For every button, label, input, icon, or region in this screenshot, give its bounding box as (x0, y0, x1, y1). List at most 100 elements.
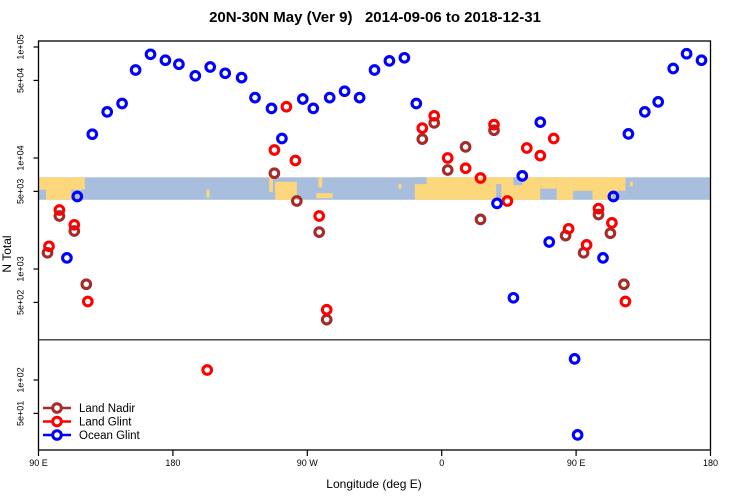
land-glint-point (520, 142, 533, 154)
ocean-glint-point (568, 353, 581, 365)
ocean-glint-point (410, 97, 423, 110)
land-glint-point (547, 132, 560, 145)
land-glint-point (320, 303, 333, 316)
y-tick-label: 5e+04 (15, 68, 25, 93)
ocean-glint-point (307, 102, 320, 115)
ocean-glint-point (144, 48, 157, 61)
land-nadir-point (416, 133, 429, 145)
ocean-glint-point (219, 67, 232, 80)
ocean-glint-point (338, 85, 351, 98)
land-glint-point (474, 172, 487, 184)
map-water-overlay (513, 177, 523, 186)
ocean-glint-point (383, 55, 396, 67)
land-glint-point (313, 210, 326, 222)
ocean-glint-point (368, 64, 381, 76)
land-glint-point (441, 152, 454, 164)
map-land-segment (38, 177, 85, 190)
x-tick-label: 90 E (29, 458, 48, 468)
land-nadir-point (68, 225, 81, 237)
ocean-glint-point (571, 429, 584, 441)
land-glint-point (416, 122, 429, 134)
map-land-segment (629, 181, 633, 187)
ocean-glint-point (638, 106, 651, 118)
ocean-glint-point (543, 236, 556, 248)
land-nadir-point (53, 210, 66, 222)
y-axis-label: N Total (0, 235, 14, 273)
land-glint-point (268, 144, 281, 156)
ocean-glint-point (353, 91, 366, 104)
map-land-segment (573, 177, 593, 191)
land-glint-point (289, 154, 302, 167)
land-nadir-point (313, 226, 326, 238)
land-nadir-point (604, 227, 617, 240)
ocean-glint-point (71, 190, 84, 203)
land-glint-point (501, 195, 514, 207)
ocean-glint-point (249, 91, 261, 104)
map-land-segment (414, 177, 541, 200)
land-glint-point (606, 217, 618, 229)
land-nadir-point (474, 213, 487, 226)
legend-label: Land Nadir (79, 403, 135, 415)
ocean-glint-point (265, 102, 278, 115)
ocean-glint-point (652, 96, 665, 108)
land-glint-point (619, 295, 632, 308)
land-glint-point (280, 100, 293, 113)
x-tick-label: 180 (165, 458, 180, 468)
map-land-segment (318, 177, 323, 188)
land-glint-point (53, 204, 66, 216)
land-glint-point (81, 295, 94, 308)
ocean-glint-point (173, 58, 185, 71)
y-tick-label: 5e+01 (15, 401, 25, 426)
land-nadir-point (290, 195, 303, 207)
land-glint-point (580, 239, 593, 251)
land-nadir-point (488, 124, 500, 137)
land-glint-point (68, 218, 81, 231)
land-nadir-point (459, 141, 472, 153)
y-tick-label: 1e+04 (15, 145, 25, 170)
ocean-glint-point (491, 197, 503, 210)
map-water-overlay (414, 177, 427, 185)
ocean-glint-point (296, 93, 309, 105)
y-tick-label: 5e+03 (15, 179, 25, 204)
land-glint-point (534, 149, 547, 162)
land-glint-point (201, 364, 214, 376)
ocean-glint-point (398, 51, 411, 64)
land-nadir-point (41, 246, 54, 259)
land-glint-point (592, 202, 605, 215)
land-glint-point (459, 162, 472, 175)
land-nadir-point (592, 208, 605, 221)
map-land-segment (275, 181, 297, 200)
map-land-segment (398, 184, 402, 189)
legend-marker-icon (51, 415, 63, 428)
ocean-glint-point (516, 170, 529, 182)
ocean-glint-point (276, 132, 288, 145)
y-tick-label: 1e+03 (15, 256, 25, 281)
land-glint-point (488, 118, 500, 131)
x-tick-label: 180 (703, 458, 718, 468)
ocean-glint-point (189, 69, 202, 82)
ocean-glint-point (507, 291, 520, 304)
ocean-glint-point (116, 97, 128, 110)
land-glint-point (428, 109, 441, 122)
ocean-glint-point (323, 91, 336, 104)
land-glint-point (562, 222, 575, 235)
ocean-glint-point (61, 252, 73, 264)
ocean-glint-point (607, 190, 620, 203)
ocean-glint-point (204, 61, 217, 73)
legend-label: Land Glint (79, 417, 132, 429)
x-axis-label: Longitude (deg E) (326, 477, 422, 491)
land-glint-point (43, 240, 55, 253)
y-tick-label: 1e+02 (15, 367, 25, 392)
land-nadir-point (441, 164, 454, 176)
y-tick-label: 1e+05 (15, 34, 25, 59)
x-tick-label: 0 (439, 458, 444, 468)
map-land-segment (206, 189, 210, 198)
ocean-glint-point (101, 106, 114, 118)
ocean-glint-point (680, 47, 693, 60)
ocean-glint-point (534, 116, 547, 129)
ocean-glint-point (667, 62, 680, 75)
ocean-glint-point (597, 252, 609, 264)
land-nadir-point (320, 313, 333, 326)
